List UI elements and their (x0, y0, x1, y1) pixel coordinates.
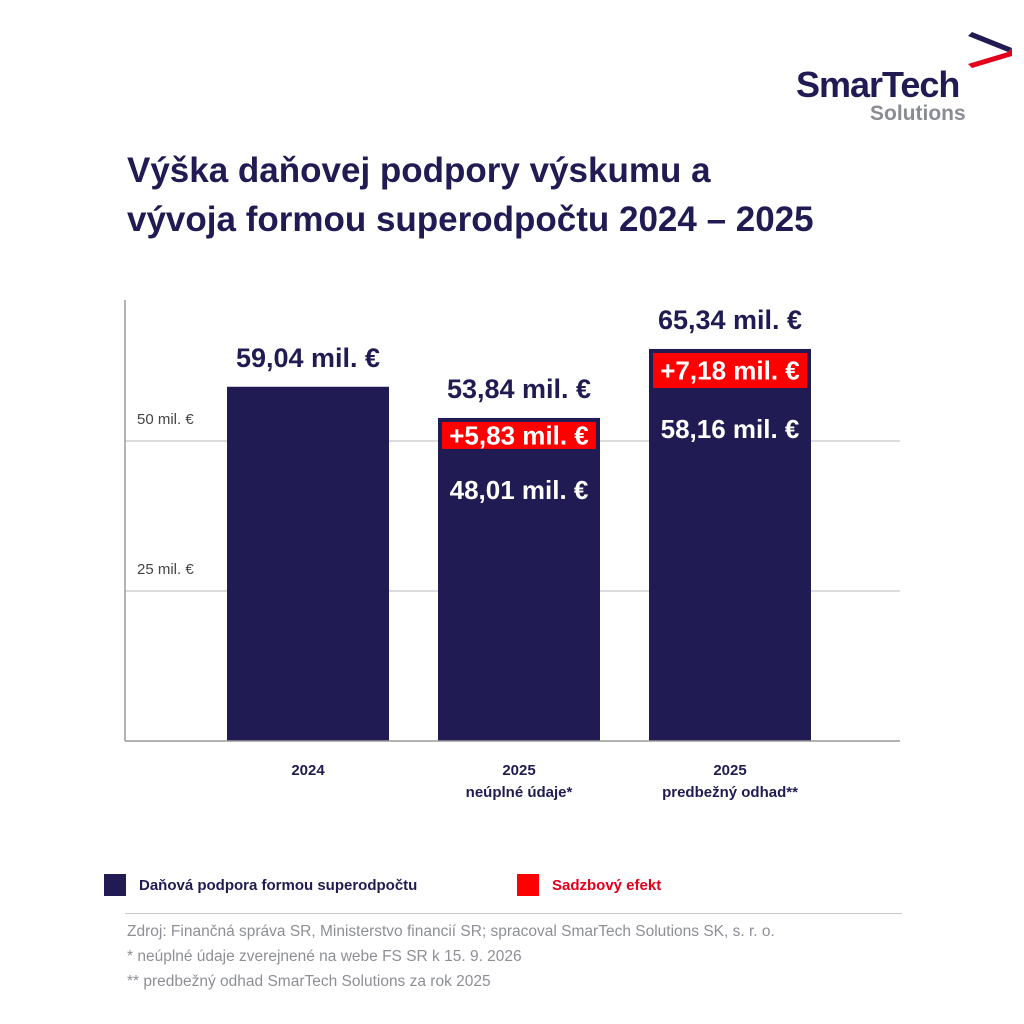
legend-label-sadzbovy-efekt: Sadzbový efekt (552, 876, 662, 894)
legend-swatch-sadzbovy-efekt (517, 874, 539, 896)
bar-segment-sadzbovy-efekt-3 (653, 352, 807, 389)
source-note: Zdroj: Finančná správa SR, Ministerstvo … (127, 923, 775, 940)
bar-2 (438, 417, 600, 741)
logo-text-main: SmarTech (796, 64, 960, 105)
total-label-3: 65,34 mil. € (658, 305, 802, 335)
bar-chart: 25 mil. € 50 mil. € 59,04 mil. € 2024 53,84 … (124, 300, 900, 801)
legend-label-superodpocet: Daňová podpora formou superodpočtu (139, 876, 418, 894)
legend-item-sadzbovy-efekt: Sadzbový efekt (517, 874, 661, 896)
increment-label-3: +7,18 mil. € (660, 356, 799, 386)
gridline-label-1: 25 mil. € (137, 561, 194, 578)
chart-legend: Daňová podpora formou superodpočtu Sadzb… (0, 874, 1024, 900)
base-label-3: 58,16 mil. € (661, 414, 800, 444)
gridline-label-2: 50 mil. € (137, 411, 194, 428)
bar-segment-sadzbovy-efekt-2 (442, 421, 596, 449)
company-logo: SmarTech Solutions (790, 30, 1020, 130)
increment-label-2: +5,83 mil. € (449, 420, 588, 450)
chart-title-line-1: Výška daňovej podpory výskumu a (127, 151, 711, 190)
footnote-divider (125, 913, 902, 914)
total-label-2: 53,84 mil. € (447, 374, 591, 404)
footnote-preliminary-estimate: ** predbežný odhad SmarTech Solutions za… (127, 973, 491, 990)
chart-title: Výška daňovej podpory výskumu a vývoja f… (127, 146, 947, 244)
category-label-3: 2025 (713, 762, 746, 779)
legend-item-superodpocet: Daňová podpora formou superodpočtu (104, 874, 417, 896)
bar-3 (649, 348, 811, 741)
category-sublabel-2: neúplné údaje* (466, 784, 573, 801)
bar-1 (227, 386, 389, 741)
footnotes: Zdroj: Finančná správa SR, Ministerstvo … (127, 919, 907, 994)
total-label-1: 59,04 mil. € (236, 343, 380, 373)
category-label-1: 2024 (291, 762, 325, 779)
logo-text-sub: Solutions (870, 102, 966, 125)
footnote-incomplete-data: * neúplné údaje zverejnené na webe FS SR… (127, 948, 522, 965)
logo-chevron-icon (968, 32, 1012, 68)
category-sublabel-3: predbežný odhad** (662, 784, 798, 801)
category-label-2: 2025 (502, 762, 535, 779)
legend-swatch-superodpocet (104, 874, 126, 896)
base-label-2: 48,01 mil. € (450, 475, 589, 505)
chart-title-line-2: vývoja formou superodpočtu 2024 – 2025 (127, 200, 814, 239)
